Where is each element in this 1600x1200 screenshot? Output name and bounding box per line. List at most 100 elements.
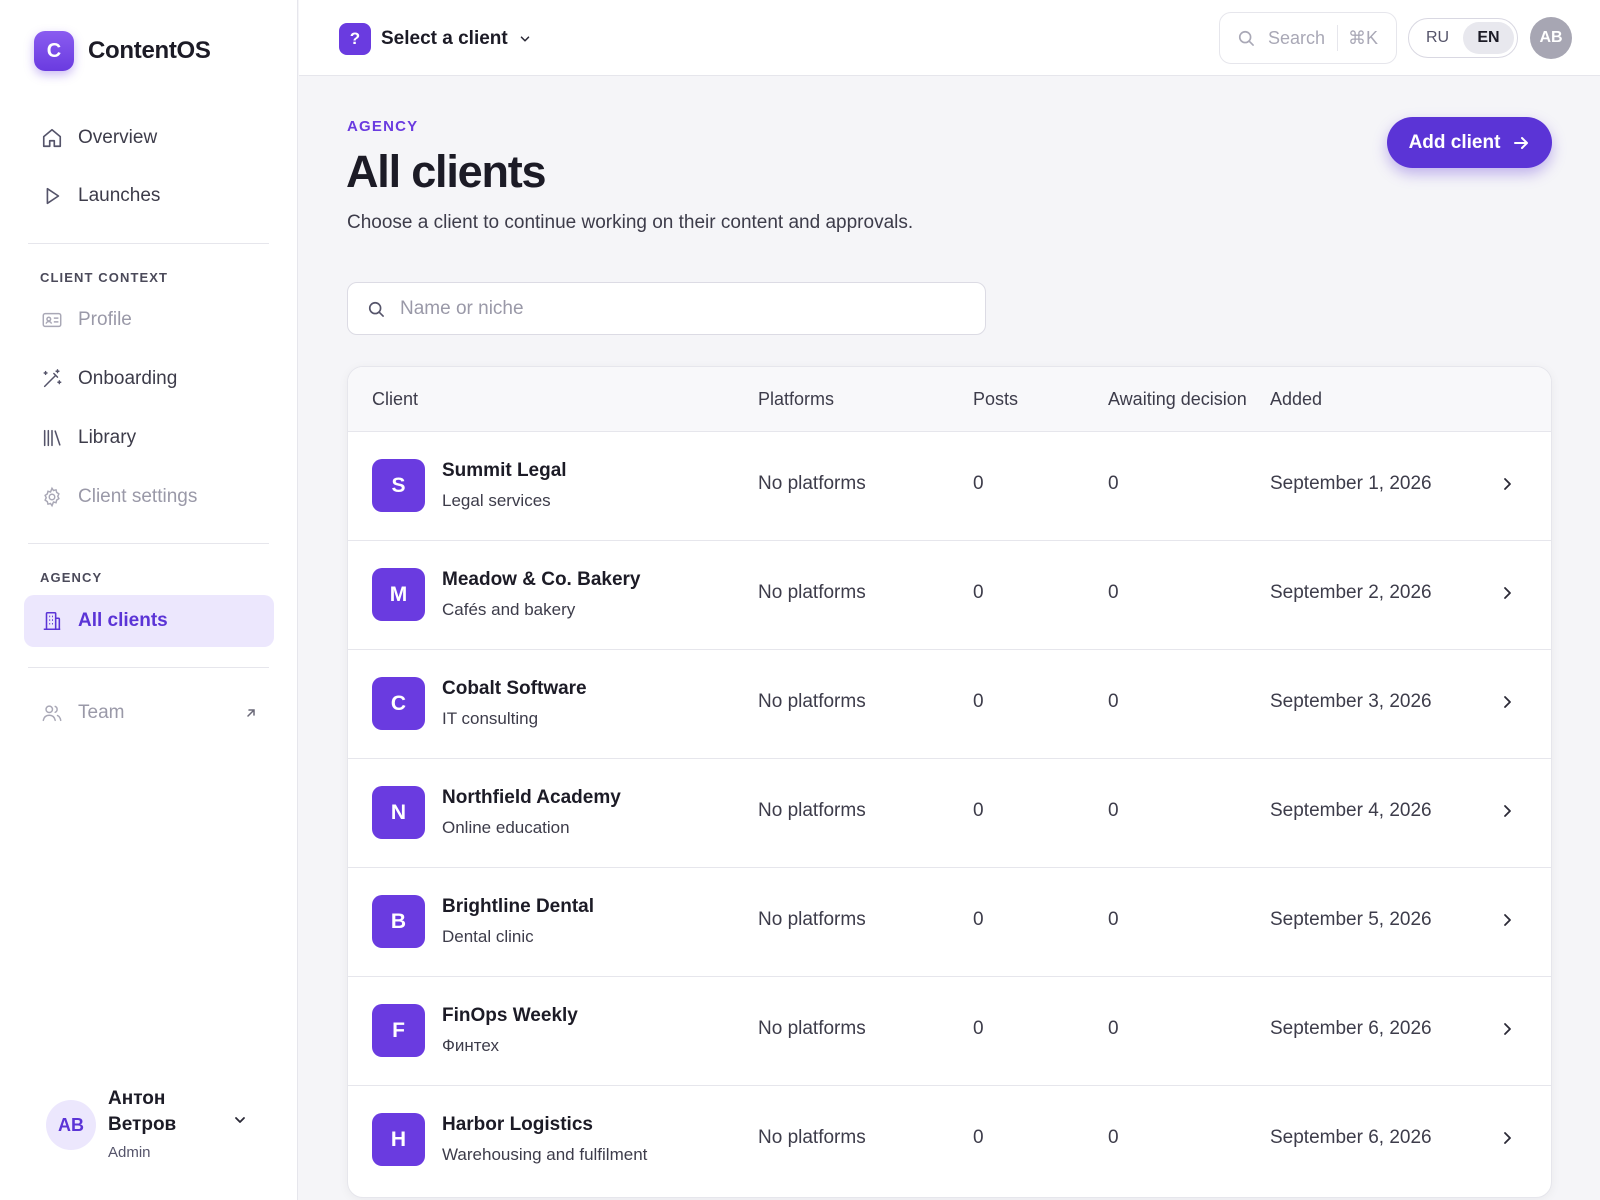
sidebar-divider	[28, 243, 269, 244]
play-icon	[40, 184, 64, 208]
client-added: September 3, 2026	[1270, 691, 1432, 712]
client-awaiting: 0	[1108, 582, 1119, 603]
client-platforms: No platforms	[758, 800, 866, 821]
client-select-label: Select a client	[381, 28, 508, 49]
chevron-down-icon[interactable]	[232, 1112, 248, 1128]
client-select-dropdown[interactable]: ? Select a client	[339, 23, 532, 55]
client-niche: Dental clinic	[442, 927, 534, 946]
add-client-label: Add client	[1408, 131, 1501, 153]
building-icon	[40, 609, 64, 633]
client-filter-input[interactable]	[400, 297, 960, 320]
sidebar-item-launches[interactable]: Launches	[24, 170, 274, 222]
client-avatar: F	[372, 1004, 425, 1057]
chevron-right-icon	[1498, 1020, 1516, 1038]
table-row[interactable]: B Brightline Dental Dental clinic No pla…	[348, 868, 1551, 977]
client-avatar: S	[372, 459, 425, 512]
client-posts: 0	[973, 909, 984, 930]
page-title: All clients	[346, 146, 547, 197]
column-header-platforms: Platforms	[758, 389, 835, 409]
sidebar-item-label: Library	[78, 427, 137, 448]
topbar: ? Select a client Search ⌘K RU EN AB	[299, 0, 1600, 76]
table-row[interactable]: M Meadow & Co. Bakery Cafés and bakery N…	[348, 541, 1551, 650]
sidebar-item-library[interactable]: Library	[24, 412, 274, 464]
client-posts: 0	[973, 473, 984, 494]
client-awaiting: 0	[1108, 691, 1119, 712]
table-row[interactable]: C Cobalt Software IT consulting No platf…	[348, 650, 1551, 759]
chevron-right-icon	[1498, 693, 1516, 711]
users-icon	[40, 701, 64, 725]
column-header-added: Added	[1270, 389, 1323, 409]
table-row[interactable]: F FinOps Weekly Финтех No platforms 0 0 …	[348, 977, 1551, 1086]
sidebar-divider	[28, 543, 269, 544]
sidebar-item-label: All clients	[78, 610, 168, 631]
brand-logo: C	[34, 31, 74, 71]
client-platforms: No platforms	[758, 1127, 866, 1148]
client-awaiting: 0	[1108, 909, 1119, 930]
sidebar-item-onboarding[interactable]: Onboarding	[24, 353, 274, 405]
table-row[interactable]: S Summit Legal Legal services No platfor…	[348, 432, 1551, 541]
avatar: AB	[46, 1100, 96, 1150]
chevron-right-icon	[1498, 1129, 1516, 1147]
avatar[interactable]: AB	[1530, 17, 1572, 59]
sidebar-divider	[28, 667, 269, 668]
sidebar-item-all-clients[interactable]: All clients	[24, 595, 274, 647]
library-icon	[40, 426, 64, 450]
column-header-posts: Posts	[973, 389, 1019, 409]
sidebar-item-team[interactable]: Team	[24, 687, 274, 739]
table-header: Client Platforms Posts Awaiting decision…	[348, 367, 1551, 432]
sidebar-item-profile[interactable]: Profile	[24, 294, 274, 346]
sidebar-item-overview[interactable]: Overview	[24, 112, 274, 164]
language-toggle: RU EN	[1408, 18, 1518, 58]
page-subtitle: Choose a client to continue working on t…	[347, 212, 914, 233]
external-link-icon	[244, 706, 258, 720]
client-added: September 4, 2026	[1270, 800, 1432, 821]
client-avatar: B	[372, 895, 425, 948]
client-platforms: No platforms	[758, 582, 866, 603]
brand[interactable]: C ContentOS	[34, 31, 211, 71]
client-name: Meadow & Co. Bakery	[442, 569, 641, 590]
chevron-right-icon	[1498, 475, 1516, 493]
client-posts: 0	[973, 582, 984, 603]
section-label-agency: AGENCY	[40, 570, 103, 585]
user-menu[interactable]: AB Антон Ветров Admin	[46, 1086, 266, 1166]
column-header-client: Client	[372, 389, 419, 409]
home-icon	[40, 126, 64, 150]
client-awaiting: 0	[1108, 800, 1119, 821]
search-placeholder: Search	[1268, 27, 1326, 48]
table-row[interactable]: N Northfield Academy Online education No…	[348, 759, 1551, 868]
gear-icon	[40, 485, 64, 509]
magic-wand-icon	[40, 367, 64, 391]
client-added: September 6, 2026	[1270, 1127, 1432, 1148]
sidebar-item-client-settings[interactable]: Client settings	[24, 471, 274, 523]
client-name: Harbor Logistics	[442, 1114, 593, 1135]
lang-option-en[interactable]: EN	[1463, 22, 1514, 54]
client-filter	[347, 282, 986, 335]
search-shortcut: ⌘K	[1348, 27, 1379, 48]
sidebar-item-label: Client settings	[78, 486, 198, 507]
id-card-icon	[40, 308, 64, 332]
lang-option-ru[interactable]: RU	[1425, 29, 1450, 46]
global-search[interactable]: Search ⌘K	[1219, 12, 1397, 64]
client-avatar: M	[372, 568, 425, 621]
client-niche: Cafés and bakery	[442, 600, 576, 619]
client-platforms: No platforms	[758, 909, 866, 930]
client-avatar: H	[372, 1113, 425, 1166]
client-awaiting: 0	[1108, 473, 1119, 494]
client-posts: 0	[973, 800, 984, 821]
chevron-right-icon	[1498, 911, 1516, 929]
client-name: Northfield Academy	[442, 787, 621, 808]
sidebar-item-label: Overview	[78, 127, 158, 148]
chevron-right-icon	[1498, 802, 1516, 820]
clients-table: Client Platforms Posts Awaiting decision…	[347, 366, 1552, 1198]
table-row[interactable]: H Harbor Logistics Warehousing and fulfi…	[348, 1086, 1551, 1195]
client-niche: IT consulting	[442, 709, 539, 728]
client-name: Summit Legal	[442, 460, 567, 481]
sidebar-item-label: Launches	[78, 185, 161, 206]
user-name: Антон Ветров	[108, 1088, 177, 1135]
client-avatar: N	[372, 786, 425, 839]
add-client-button[interactable]: Add client	[1387, 117, 1552, 168]
search-separator	[1337, 25, 1339, 51]
client-name: Cobalt Software	[442, 678, 587, 699]
client-added: September 2, 2026	[1270, 582, 1432, 603]
client-added: September 5, 2026	[1270, 909, 1432, 930]
